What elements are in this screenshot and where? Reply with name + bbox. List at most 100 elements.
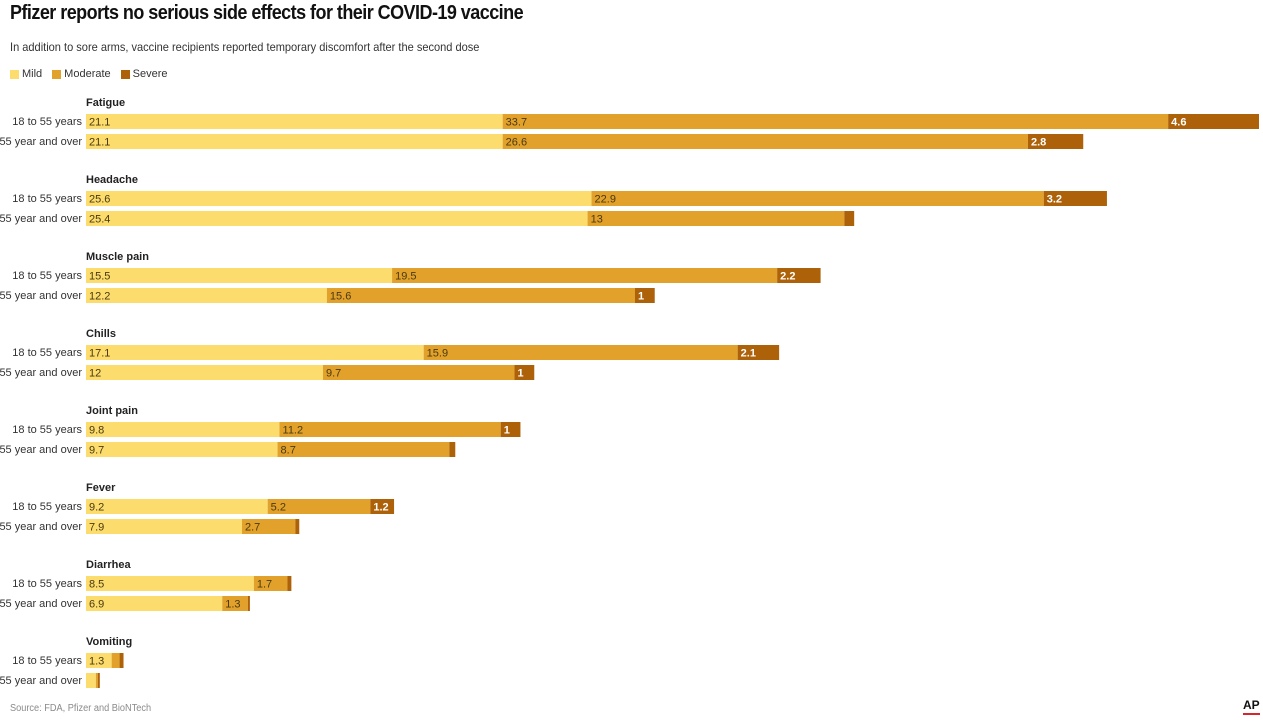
bar-severe	[449, 442, 456, 457]
row-label: 18 to 55 years	[12, 270, 82, 282]
legend-swatch-mild	[10, 69, 19, 79]
data-label-moderate: 15.6	[330, 291, 351, 303]
data-label-severe: 2.1	[741, 348, 756, 360]
row-label: 55 year and over	[0, 521, 82, 533]
data-label-moderate: 13	[591, 214, 603, 226]
row-label: 18 to 55 years	[12, 655, 82, 667]
bar-severe	[500, 422, 521, 437]
bar-moderate	[587, 211, 845, 226]
bar-severe	[295, 519, 300, 534]
bar-severe	[1168, 114, 1259, 129]
bar-mild	[86, 596, 223, 611]
data-label-moderate: 15.9	[427, 348, 448, 360]
data-label-moderate: 1.3	[225, 599, 240, 611]
data-label-severe: 1	[518, 368, 524, 380]
bar-moderate	[253, 576, 288, 591]
row-label: 18 to 55 years	[12, 424, 82, 436]
bar-severe	[634, 288, 655, 303]
bar-moderate	[277, 442, 450, 457]
bar-severe	[247, 596, 250, 611]
bar-moderate	[222, 596, 248, 611]
data-label-moderate: 8.7	[281, 445, 296, 457]
data-label-moderate: 5.2	[271, 502, 286, 514]
bar-moderate	[267, 499, 371, 514]
bar-mild	[86, 114, 503, 129]
bar-severe	[737, 345, 780, 360]
data-label-moderate: 2.7	[245, 522, 260, 534]
row-label: 55 year and over	[0, 136, 82, 148]
data-label-severe: 4.6	[1171, 117, 1186, 129]
data-label-mild: 9.8	[89, 425, 104, 437]
bar-mild	[86, 653, 112, 668]
bar-mild	[86, 576, 254, 591]
bar-mild	[86, 191, 592, 206]
source-note: Source: FDA, Pfizer and BioNTech	[10, 703, 152, 714]
bar-severe	[370, 499, 395, 514]
bar-severe	[1043, 191, 1107, 206]
legend-label-moderate: Moderate	[64, 68, 111, 80]
group-label-fever: Fever	[86, 482, 116, 494]
group-label-muscle-pain: Muscle pain	[86, 251, 149, 263]
bar-severe	[777, 268, 821, 283]
data-label-mild: 15.5	[89, 271, 110, 283]
chart-title: Pfizer reports no serious side effects f…	[10, 2, 524, 24]
row-label: 18 to 55 years	[12, 501, 82, 513]
data-label-mild: 17.1	[89, 348, 110, 360]
row-label: 18 to 55 years	[12, 116, 82, 128]
bar-moderate	[591, 191, 1044, 206]
bar-moderate	[502, 134, 1028, 149]
bar-mild	[86, 673, 96, 688]
data-label-severe: 1	[504, 425, 510, 437]
data-label-severe: 1.2	[373, 502, 388, 514]
data-label-mild: 21.1	[89, 137, 110, 149]
data-label-moderate: 11.2	[283, 425, 304, 437]
bar-moderate	[111, 653, 120, 668]
bar-mild	[86, 134, 503, 149]
bar-severe	[119, 653, 124, 668]
bar-severe	[1027, 134, 1084, 149]
row-label: 55 year and over	[0, 367, 82, 379]
bar-moderate	[392, 268, 778, 283]
bar-severe	[514, 365, 535, 380]
row-label: 55 year and over	[0, 598, 82, 610]
row-label: 55 year and over	[0, 213, 82, 225]
row-label: 18 to 55 years	[12, 347, 82, 359]
legend-label-mild: Mild	[22, 68, 43, 80]
group-label-vomiting: Vomiting	[86, 636, 132, 648]
group-label-diarrhea: Diarrhea	[86, 559, 132, 571]
row-label: 55 year and over	[0, 675, 82, 687]
data-label-mild: 25.6	[89, 194, 110, 206]
bar-moderate	[322, 365, 515, 380]
bar-moderate	[502, 114, 1169, 129]
data-label-moderate: 22.9	[595, 194, 616, 206]
legend-label-severe: Severe	[132, 68, 168, 80]
bar-mild	[86, 288, 327, 303]
data-label-moderate: 19.5	[395, 271, 416, 283]
data-label-moderate: 26.6	[506, 137, 527, 149]
data-label-severe: 3.2	[1047, 194, 1062, 206]
data-label-mild: 7.9	[89, 522, 104, 534]
row-label: 18 to 55 years	[12, 578, 82, 590]
data-label-severe: 2.8	[1031, 137, 1046, 149]
bar-mild	[86, 422, 280, 437]
legend-swatch-moderate	[52, 69, 62, 79]
data-label-moderate: 1.7	[257, 579, 272, 591]
row-label: 55 year and over	[0, 290, 82, 302]
data-label-mild: 9.2	[89, 502, 104, 514]
legend-item-mild: Mild	[10, 68, 42, 80]
bar-moderate	[95, 673, 98, 688]
data-label-mild: 12.2	[89, 291, 110, 303]
group-label-headache: Headache	[86, 174, 138, 186]
legend-swatch-severe	[120, 69, 130, 79]
legend-item-moderate: Moderate	[52, 68, 111, 80]
group-label-fatigue: Fatigue	[86, 97, 125, 109]
bar-mild	[86, 499, 268, 514]
data-label-mild: 9.7	[89, 445, 104, 457]
data-label-mild: 6.9	[89, 599, 104, 611]
bar-mild	[86, 519, 243, 534]
bar-mild	[86, 365, 323, 380]
bar-moderate	[326, 288, 635, 303]
data-label-severe: 2.2	[780, 271, 795, 283]
bar-mild	[86, 442, 278, 457]
